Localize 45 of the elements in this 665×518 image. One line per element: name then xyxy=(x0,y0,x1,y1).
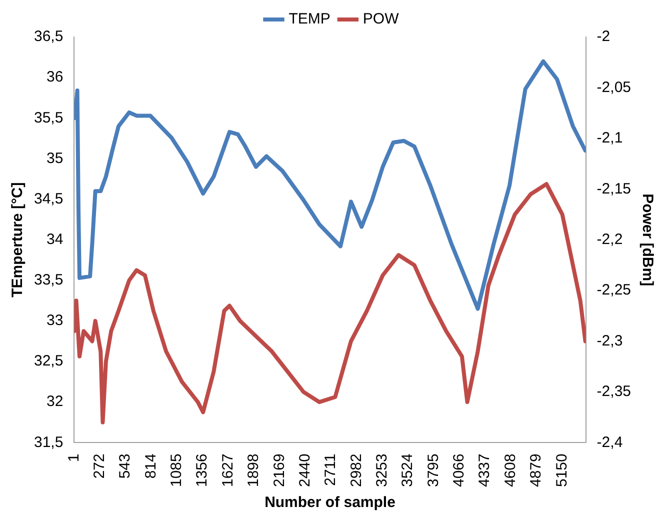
y2-tick-label: -2,05 xyxy=(596,78,632,96)
x-tick-label: 1898 xyxy=(245,454,262,488)
x-tick-label: 4879 xyxy=(528,454,545,488)
y-tick-label: 36,5 xyxy=(34,28,64,46)
y-axis-title: TEmperture [°C] xyxy=(9,182,26,298)
x-tick-label: 2982 xyxy=(348,454,365,488)
x-tick-label: 3795 xyxy=(424,454,442,488)
x-tick-label: 272 xyxy=(91,454,108,479)
x-tick-label: 1085 xyxy=(168,454,186,488)
y2-tick-label: -2,1 xyxy=(596,130,623,147)
y2-tick-label: -2,3 xyxy=(596,332,623,350)
x-tick-label: 4066 xyxy=(450,454,468,488)
y2-tick-label: -2,35 xyxy=(596,383,632,400)
y2-axis-title: Power [dBm] xyxy=(638,194,656,286)
legend-label: POW xyxy=(362,10,400,28)
y2-tick-label: -2,25 xyxy=(596,282,632,299)
y-tick-label: 34,5 xyxy=(34,190,64,208)
y-tick-label: 33 xyxy=(46,312,64,330)
x-tick-label: 2169 xyxy=(270,454,288,488)
y-tick-label: 34 xyxy=(46,230,64,248)
x-tick-label: 543 xyxy=(116,454,134,479)
x-tick-label: 4337 xyxy=(476,454,494,488)
x-tick-label: 5150 xyxy=(553,454,570,488)
y-tick-label: 33,5 xyxy=(34,272,64,289)
y2-tick-label: -2,15 xyxy=(596,180,632,198)
y-tick-label: 36 xyxy=(46,68,64,86)
x-tick-label: 2440 xyxy=(296,454,314,488)
x-tick-label: 3253 xyxy=(374,454,390,488)
legend-label: TEMP xyxy=(288,10,330,28)
y2-tick-label: -2 xyxy=(596,28,610,46)
x-tick-label: 1627 xyxy=(219,454,236,488)
x-tick-label: 3524 xyxy=(399,454,416,488)
y-tick-label: 32,5 xyxy=(34,352,64,370)
x-tick-label: 1 xyxy=(65,454,82,462)
y2-tick-label: -2,2 xyxy=(596,230,623,248)
y2-tick-label: -2,4 xyxy=(596,434,623,451)
y-tick-label: 31,5 xyxy=(34,434,64,451)
y-tick-label: 32 xyxy=(46,393,64,410)
x-tick-label: 4608 xyxy=(502,454,519,488)
x-tick-label: 814 xyxy=(142,454,160,479)
x-tick-label: 2711 xyxy=(322,454,340,486)
y-tick-label: 35 xyxy=(46,150,64,167)
x-tick-label: 1356 xyxy=(194,454,211,488)
y-tick-label: 35,5 xyxy=(34,109,64,126)
x-axis-title: Number of sample xyxy=(264,494,396,512)
